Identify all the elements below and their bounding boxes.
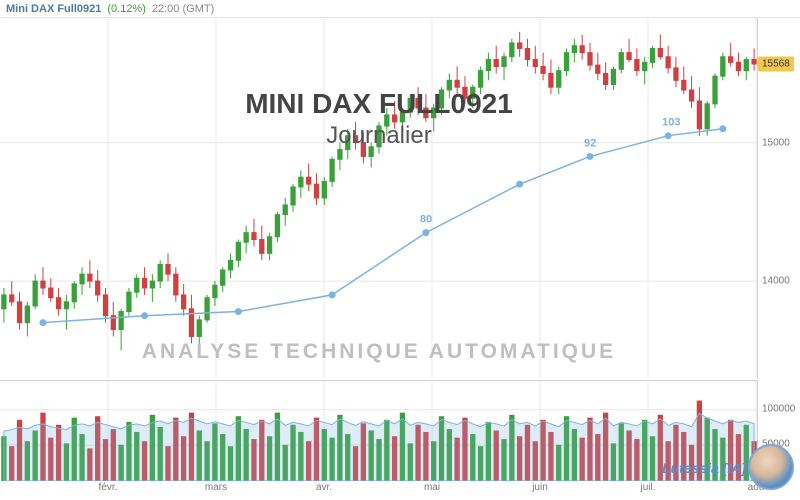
brand-label: Lutessia [IA] (662, 460, 746, 476)
current-price-tag: 15568 (758, 56, 794, 71)
chart-header: Mini DAX Full0921 (0.12%) 22:00 (GMT) (0, 0, 800, 18)
price-panel[interactable]: 8092103 MINI DAX FULL0921 Journalier ANA… (0, 18, 758, 378)
x-axis: févr.marsavr.maijuinjuil.aoû (0, 480, 758, 500)
avatar-icon (748, 444, 794, 490)
volume-panel[interactable] (0, 380, 758, 480)
chart-container: 8092103 MINI DAX FULL0921 Journalier ANA… (0, 18, 800, 500)
svg-text:80: 80 (420, 214, 432, 226)
instrument-name: Mini DAX Full0921 (6, 3, 101, 15)
percent-change: (0.12%) (107, 3, 146, 15)
svg-text:103: 103 (662, 117, 680, 129)
timestamp: 22:00 (GMT) (152, 3, 214, 15)
price-y-axis: 140001500015568 (758, 18, 800, 378)
svg-text:92: 92 (584, 137, 596, 149)
